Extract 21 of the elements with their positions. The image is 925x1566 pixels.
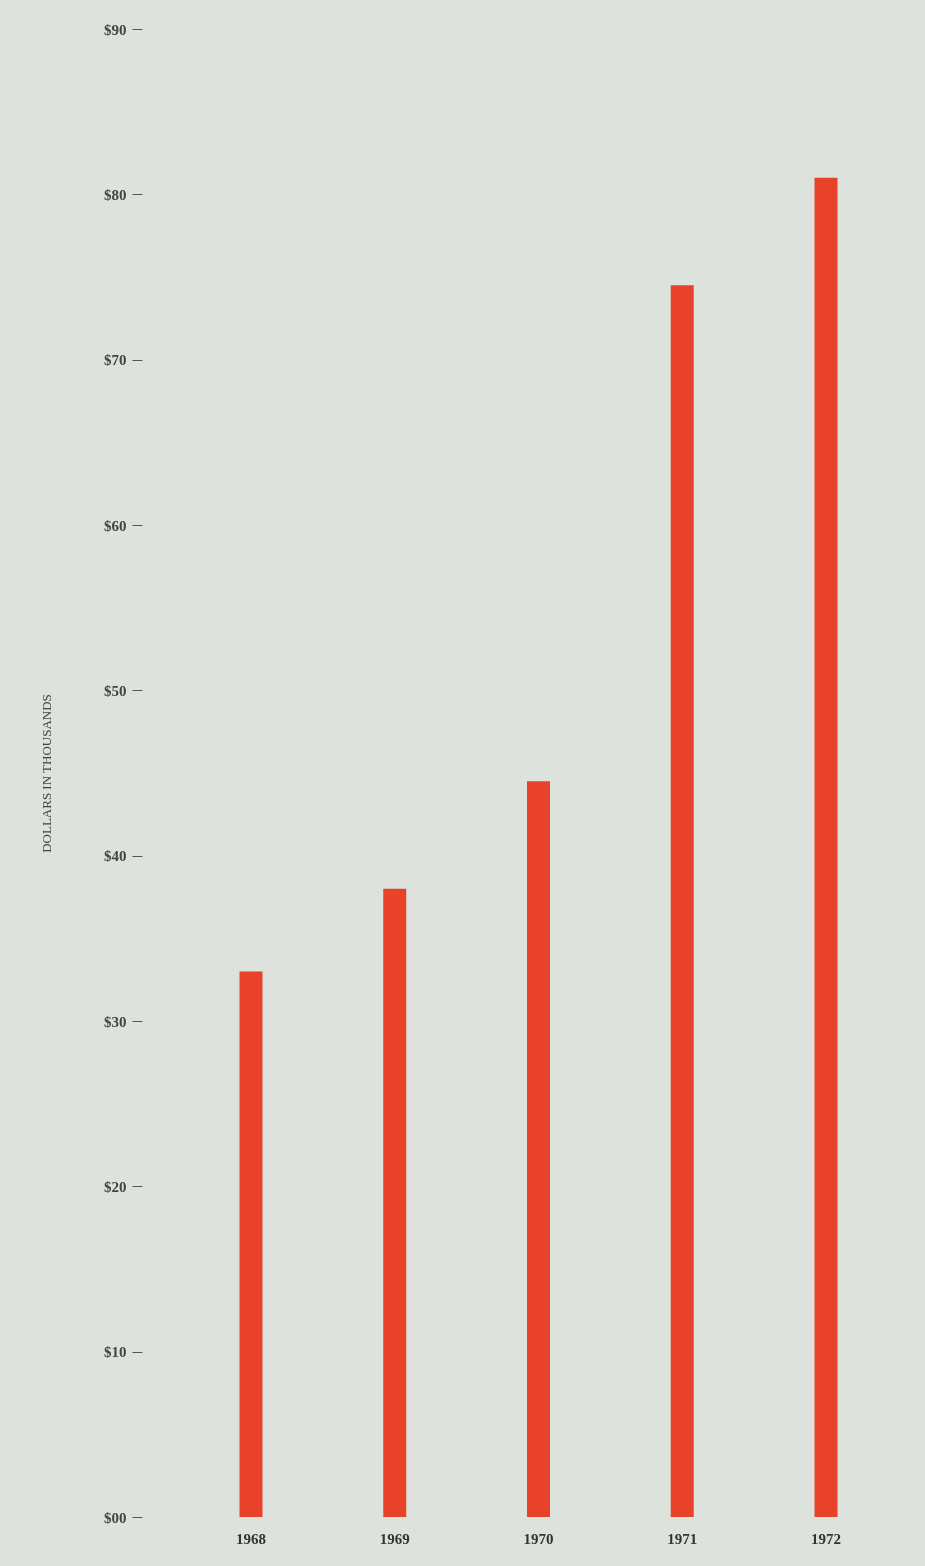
y-tick-label: $60 bbox=[104, 517, 127, 534]
y-tick-label: $50 bbox=[104, 682, 127, 699]
bar bbox=[239, 971, 263, 1517]
x-tick-label: 1970 bbox=[523, 1530, 554, 1547]
x-tick-label: 1972 bbox=[811, 1530, 841, 1547]
y-tick-label: $90 bbox=[104, 21, 127, 38]
bar bbox=[814, 177, 838, 1517]
y-tick-label: $00 bbox=[104, 1509, 127, 1526]
bar bbox=[527, 781, 550, 1517]
bar bbox=[383, 888, 407, 1517]
y-tick-label: $20 bbox=[104, 1178, 127, 1195]
y-tick-label: $10 bbox=[104, 1344, 127, 1361]
y-tick-label: $80 bbox=[104, 186, 127, 203]
x-tick-label: 1968 bbox=[236, 1530, 266, 1547]
y-tick-label: $30 bbox=[104, 1013, 127, 1030]
bar bbox=[670, 285, 694, 1517]
y-tick-label: $70 bbox=[104, 352, 127, 369]
y-axis-title: DOLLARS IN THOUSANDS bbox=[39, 694, 54, 853]
y-tick-label: $40 bbox=[104, 848, 127, 865]
x-tick-label: 1971 bbox=[667, 1530, 698, 1547]
x-tick-label: 1969 bbox=[379, 1530, 410, 1547]
